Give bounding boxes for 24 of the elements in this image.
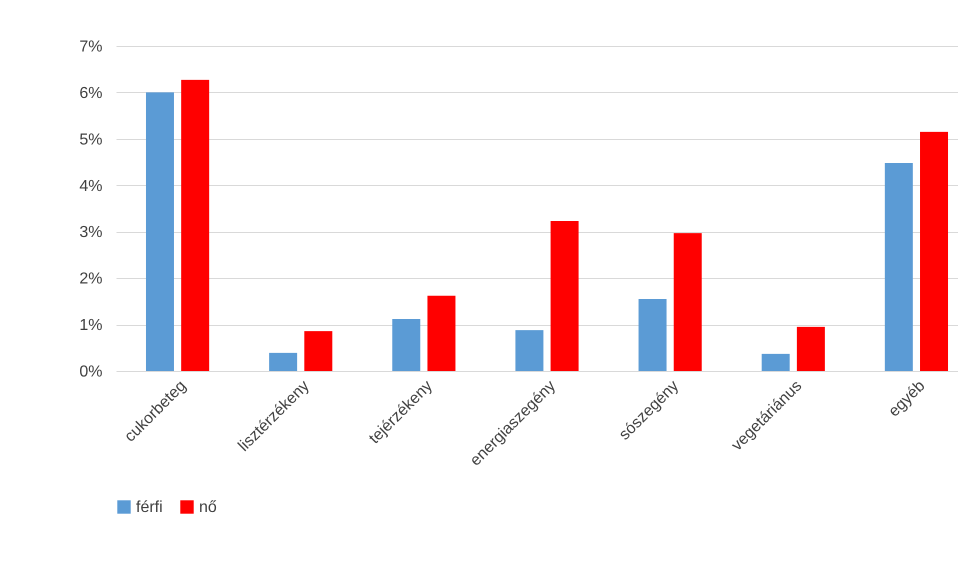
y-tick-label: 1%: [79, 317, 102, 334]
bar: [920, 132, 948, 371]
bar: [884, 163, 913, 371]
bar: [181, 80, 210, 371]
y-tick-label: 6%: [79, 84, 102, 102]
y-tick-label: 3%: [79, 224, 102, 242]
y-tick-label: 5%: [79, 131, 102, 148]
bar: [392, 319, 420, 371]
bar: [515, 330, 544, 371]
bar: [638, 299, 667, 371]
y-tick-label: 4%: [79, 178, 102, 195]
bar: [762, 354, 790, 371]
bar: [269, 352, 298, 371]
bar: [674, 233, 702, 371]
y-tick-label: 0%: [79, 364, 102, 380]
y-tick-label: 7%: [79, 38, 102, 56]
bar: [550, 221, 579, 371]
y-tick-label: 2%: [79, 270, 102, 288]
bar: [304, 331, 332, 371]
bar: [427, 296, 456, 371]
bar: [146, 92, 174, 371]
legend-label: nő: [199, 499, 217, 516]
bar: [796, 326, 825, 371]
legend-label: férfi: [136, 499, 163, 516]
